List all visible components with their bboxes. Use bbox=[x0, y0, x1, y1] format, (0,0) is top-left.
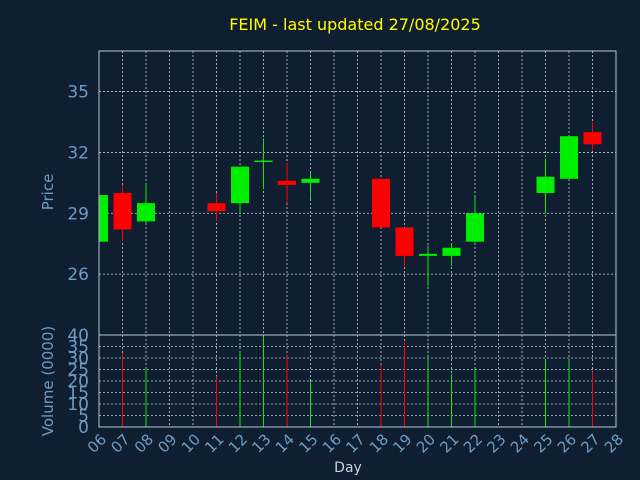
volume-tick-label: 40 bbox=[67, 326, 89, 346]
candle-body bbox=[395, 227, 414, 256]
candle bbox=[231, 166, 249, 214]
candle-body bbox=[207, 203, 226, 212]
candle bbox=[207, 193, 226, 222]
volume-plot-frame bbox=[98, 334, 617, 428]
volume-tick-label: 20 bbox=[67, 372, 89, 392]
candle bbox=[137, 182, 155, 224]
candle-body bbox=[419, 253, 437, 256]
candle bbox=[442, 243, 461, 267]
candle-body bbox=[583, 132, 602, 145]
candle bbox=[301, 172, 320, 200]
candle-body bbox=[442, 247, 461, 256]
volume-tick-label: 5 bbox=[78, 407, 89, 427]
candle bbox=[372, 178, 390, 228]
x-tick-labels: 0607080910111213141516171819202122232425… bbox=[84, 430, 627, 456]
volume-axis-label: Volume (0000) bbox=[39, 326, 57, 436]
volume-tick-label: 15 bbox=[67, 384, 89, 404]
candle-body bbox=[113, 193, 132, 230]
candle-body bbox=[231, 166, 249, 204]
candle-body bbox=[301, 178, 320, 183]
candle-body bbox=[372, 178, 390, 228]
volume-tick-label: 10 bbox=[67, 395, 89, 415]
candle bbox=[583, 122, 602, 151]
price-axis-label: Price bbox=[39, 174, 57, 211]
price-tick-label: 26 bbox=[67, 265, 89, 285]
candle bbox=[278, 162, 296, 204]
candle bbox=[113, 184, 132, 242]
candle bbox=[395, 227, 414, 267]
volume-tick-label: 25 bbox=[67, 361, 89, 381]
candle-body bbox=[466, 213, 484, 242]
candle-body bbox=[137, 203, 155, 222]
candle bbox=[466, 197, 484, 244]
candle-body bbox=[278, 180, 296, 185]
volume-bars bbox=[122, 337, 593, 427]
volume-tick-label: 0 bbox=[78, 418, 89, 438]
candle bbox=[560, 136, 578, 179]
candle bbox=[98, 186, 108, 242]
price-tick-label: 29 bbox=[67, 204, 89, 224]
price-tick-label: 35 bbox=[67, 83, 89, 103]
price-tick-labels: 26 29 32 35 bbox=[67, 83, 89, 286]
candles bbox=[98, 122, 602, 287]
x-axis-label: Day bbox=[334, 460, 362, 476]
chart-title: FEIM - last updated 27/08/2025 bbox=[229, 15, 481, 34]
candle bbox=[254, 138, 273, 189]
volume-tick-label: 35 bbox=[67, 338, 89, 358]
candle bbox=[419, 245, 437, 287]
volume-tick-label: 30 bbox=[67, 349, 89, 369]
candle-body bbox=[536, 176, 555, 193]
price-tick-label: 32 bbox=[67, 143, 89, 163]
candle-body bbox=[99, 195, 108, 242]
candle bbox=[536, 158, 555, 214]
candle-body bbox=[560, 136, 578, 179]
candle-body bbox=[254, 160, 273, 163]
